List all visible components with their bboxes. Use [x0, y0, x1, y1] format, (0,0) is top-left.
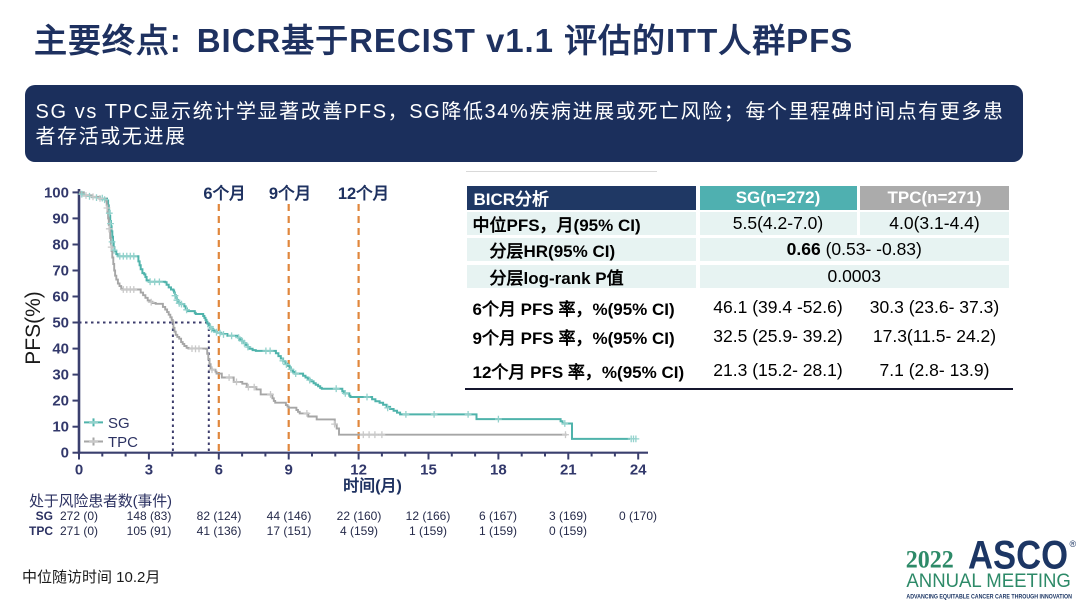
svg-text:ANNUAL MEETING: ANNUAL MEETING: [906, 571, 1071, 592]
svg-text:PFS(%): PFS(%): [22, 291, 45, 365]
svg-text:10: 10: [52, 419, 69, 436]
svg-text:6个月: 6个月: [203, 184, 245, 203]
svg-text:ASCO: ASCO: [968, 534, 1068, 578]
svg-text:TPC: TPC: [108, 434, 138, 451]
svg-text:9个月: 9个月: [269, 184, 311, 203]
svg-text:100: 100: [44, 184, 69, 201]
svg-text:80: 80: [52, 237, 69, 254]
svg-text:40: 40: [52, 341, 69, 358]
svg-text:6: 6: [215, 462, 223, 479]
svg-text:12: 12: [350, 462, 367, 479]
svg-text:30: 30: [52, 367, 69, 384]
svg-text:12个月: 12个月: [338, 184, 389, 203]
svg-text:9: 9: [285, 462, 293, 479]
svg-text:70: 70: [52, 263, 69, 280]
svg-text:ADVANCING EQUITABLE CANCER CAR: ADVANCING EQUITABLE CANCER CARE THROUGH …: [906, 594, 1072, 601]
svg-text:50: 50: [52, 315, 69, 332]
svg-text:0: 0: [61, 445, 69, 462]
svg-text:24: 24: [630, 462, 647, 479]
svg-text:SG: SG: [108, 415, 130, 432]
svg-text:15: 15: [420, 462, 437, 479]
svg-text:20: 20: [52, 393, 69, 410]
svg-text:时间(月): 时间(月): [343, 476, 402, 495]
svg-text:21: 21: [560, 462, 577, 479]
svg-text:60: 60: [52, 289, 69, 306]
svg-text:2022: 2022: [906, 545, 954, 574]
svg-text:90: 90: [52, 210, 69, 227]
svg-text:0: 0: [75, 462, 83, 479]
svg-text:3: 3: [145, 462, 153, 479]
svg-text:®: ®: [1070, 539, 1077, 549]
svg-text:18: 18: [490, 462, 507, 479]
